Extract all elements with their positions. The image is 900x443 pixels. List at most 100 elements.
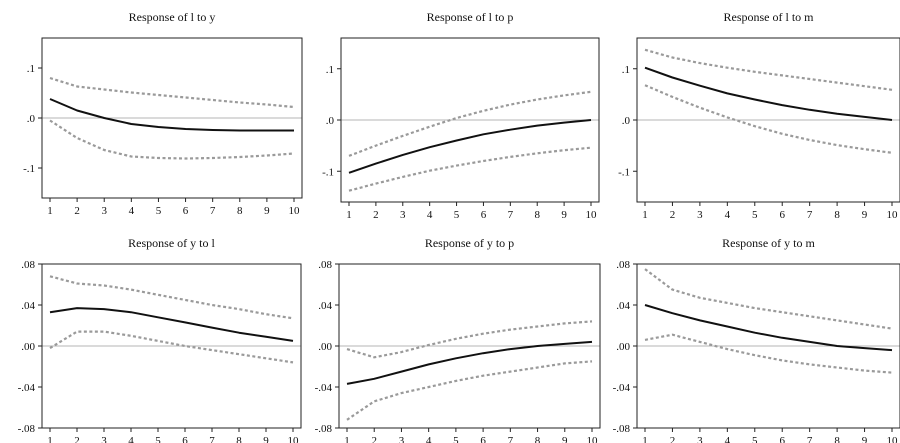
x-tick-label: 10 <box>887 435 899 443</box>
y-tick-label: .04 <box>616 300 630 312</box>
x-tick-label: 4 <box>128 435 134 443</box>
y-tick-label: .00 <box>318 341 332 353</box>
x-tick-label: 9 <box>562 435 568 443</box>
chart-title: Response of l to p <box>427 10 514 24</box>
x-tick-label: 4 <box>426 435 432 443</box>
x-tick-label: 7 <box>508 435 514 443</box>
response-line <box>49 307 294 342</box>
x-tick-label: 3 <box>101 205 107 217</box>
x-tick-label: 10 <box>587 435 599 443</box>
x-tick-label: 10 <box>586 209 598 221</box>
x-tick-label: 4 <box>427 209 433 221</box>
x-tick-label: 10 <box>288 435 300 443</box>
x-tick-label: 3 <box>697 435 703 443</box>
x-tick-label: 4 <box>129 205 135 217</box>
x-tick-label: 7 <box>807 209 813 221</box>
response-line <box>49 98 294 132</box>
y-tick-label: .0 <box>27 113 36 125</box>
y-tick-label: .08 <box>318 259 332 271</box>
x-tick-label: 1 <box>47 435 53 443</box>
x-tick-label: 6 <box>183 205 189 217</box>
x-tick-label: 9 <box>561 209 567 221</box>
y-tick-label: .1 <box>622 64 630 76</box>
x-tick-label: 7 <box>209 435 215 443</box>
x-tick-label: 3 <box>399 435 405 443</box>
chart-panel-4: Response of y to l .08 .04 .00 -.04 -.08 1 2 3 4 5… <box>18 236 302 443</box>
x-tick-label: 2 <box>373 209 379 221</box>
x-tick-label: 9 <box>264 205 270 217</box>
confidence-band-lower <box>49 119 295 160</box>
confidence-band-upper <box>348 90 592 157</box>
x-tick-label: 1 <box>344 435 350 443</box>
x-tick-label: 6 <box>480 435 486 443</box>
x-tick-label: 2 <box>371 435 377 443</box>
y-tick-label: -.08 <box>613 423 631 435</box>
x-tick-label: 4 <box>725 209 731 221</box>
x-tick-label: 5 <box>752 435 758 443</box>
x-tick-label: 8 <box>237 205 243 217</box>
response-line <box>346 340 593 385</box>
y-tick-label: .1 <box>326 64 334 76</box>
x-tick-label: 5 <box>453 435 459 443</box>
chart-title: Response of y to m <box>722 236 815 250</box>
x-tick-label: 4 <box>725 435 731 443</box>
chart-panel-5: Response of y to p .08 .04 .00 -.04 -.08 1 2 3 4 5… <box>315 236 601 443</box>
y-tick-label: .08 <box>21 259 35 271</box>
y-tick-label: -.1 <box>23 163 35 175</box>
x-tick-label: 9 <box>862 209 868 221</box>
y-tick-label: .0 <box>326 115 335 127</box>
response-line <box>644 304 893 352</box>
confidence-band-lower <box>644 84 893 154</box>
y-tick-label: -.1 <box>322 166 334 178</box>
x-tick-label: 6 <box>182 435 188 443</box>
x-tick-label: 2 <box>670 209 676 221</box>
x-tick-label: 8 <box>834 209 840 221</box>
y-tick-label: .04 <box>318 300 332 312</box>
x-tick-label: 8 <box>236 435 242 443</box>
y-tick-label: -.08 <box>18 423 36 435</box>
x-tick-label: 1 <box>642 435 648 443</box>
x-tick-label: 2 <box>74 435 80 443</box>
chart-panel-1: Response of l to y .1 .0 -.1 1 2 3 4 5 6 7 8 9 10 <box>23 10 303 217</box>
response-line <box>644 66 893 121</box>
x-tick-label: 1 <box>47 205 53 217</box>
confidence-band-upper <box>644 268 893 330</box>
y-tick-label: .00 <box>21 341 35 353</box>
x-tick-label: 2 <box>74 205 80 217</box>
x-tick-label: 9 <box>862 435 868 443</box>
response-line <box>348 119 592 174</box>
chart-title: Response of l to y <box>129 10 216 24</box>
x-tick-label: 5 <box>752 209 758 221</box>
x-tick-label: 1 <box>642 209 648 221</box>
x-tick-label: 2 <box>670 435 676 443</box>
confidence-band-lower <box>49 330 294 364</box>
x-tick-label: 6 <box>779 435 785 443</box>
x-tick-label: 8 <box>834 435 840 443</box>
y-tick-label: -.08 <box>315 423 333 435</box>
confidence-band-upper <box>346 320 593 359</box>
x-tick-label: 10 <box>887 209 899 221</box>
x-tick-label: 10 <box>289 205 301 217</box>
confidence-band-lower <box>346 360 593 421</box>
x-tick-label: 6 <box>481 209 487 221</box>
x-tick-label: 7 <box>508 209 514 221</box>
y-tick-label: -.04 <box>315 382 333 394</box>
chart-title: Response of y to p <box>425 236 514 250</box>
confidence-band-upper <box>644 48 893 91</box>
y-tick-label: -.1 <box>618 166 630 178</box>
confidence-band-upper <box>49 275 294 320</box>
x-tick-label: 5 <box>454 209 460 221</box>
y-tick-label: .00 <box>616 341 630 353</box>
chart-title: Response of l to m <box>724 10 815 24</box>
x-tick-label: 3 <box>400 209 406 221</box>
x-tick-label: 6 <box>779 209 785 221</box>
chart-panel-3: Response of l to m .1 .0 -.1 1 2 3 4 5 6 7 8 9 10 <box>618 10 900 221</box>
x-tick-label: 7 <box>210 205 216 217</box>
confidence-band-upper <box>49 76 295 109</box>
y-tick-label: -.04 <box>613 382 631 394</box>
y-tick-label: .08 <box>616 259 630 271</box>
chart-panel-6: Response of y to m .08 .04 .00 -.04 -.08 1 2 3 4 5… <box>613 236 900 443</box>
x-tick-label: 9 <box>263 435 269 443</box>
x-tick-label: 1 <box>346 209 352 221</box>
